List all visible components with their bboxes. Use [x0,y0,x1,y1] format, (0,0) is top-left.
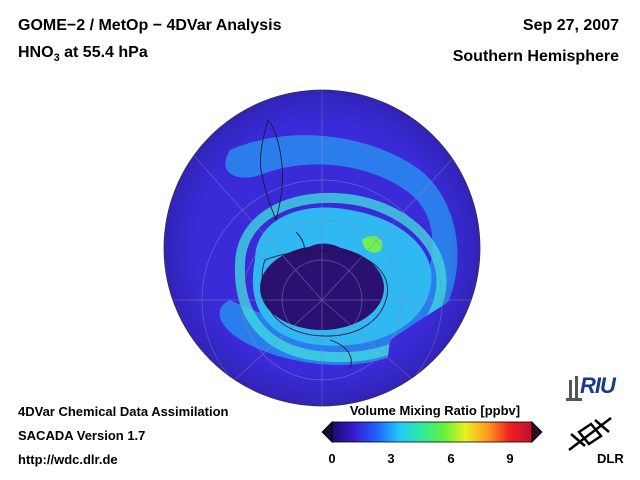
dlr-logo: DLR [597,451,624,466]
dlr-logo-icon [568,417,612,451]
globe-outline [163,89,481,407]
colorbar-gradient [331,421,533,443]
species-level-title: HNO3 at 55.4 hPa [18,44,148,64]
colorbar-left-arrow [321,421,333,443]
colorbar [321,421,543,443]
analysis-date: Sep 27, 2007 [522,17,619,34]
species-subscript: 3 [53,52,60,64]
colorbar-tick-6: 6 [447,451,455,466]
colorbar-right-arrow [531,421,543,443]
pressure-level: at 55.4 hPa [59,44,148,61]
riu-logo: RIU [580,373,616,398]
assimilation-label: 4DVar Chemical Data Assimilation [18,404,229,419]
colorbar-tick-0: 0 [328,451,336,466]
colorbar-label: Volume Mixing Ratio [ppbv] [349,403,521,418]
website-url: http://wdc.dlr.de [18,452,118,467]
colorbar-tick-9: 9 [506,451,514,466]
map-title: GOME−2 / MetOp − 4DVar Analysis [18,17,282,34]
hemisphere-label: Southern Hemisphere [452,48,619,65]
species-name: HNO [18,44,54,61]
colorbar-tick-3: 3 [387,451,395,466]
riu-logo-icon [566,376,582,401]
version-label: SACADA Version 1.7 [18,428,146,443]
